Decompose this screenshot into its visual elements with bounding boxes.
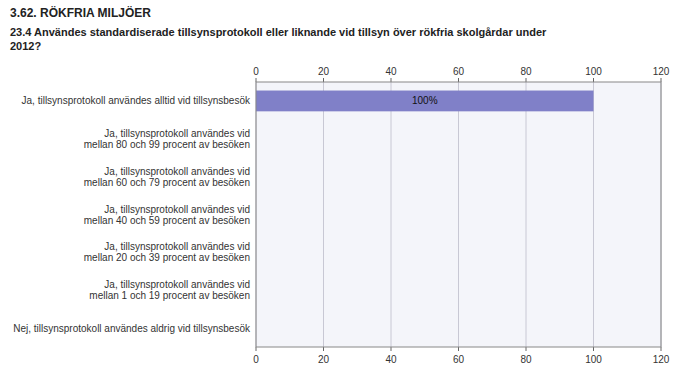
tick-mark-bottom <box>661 347 662 351</box>
x-tick-label-top: 40 <box>385 66 397 77</box>
x-tick-label-top: 60 <box>453 66 465 77</box>
grid-line <box>391 82 392 347</box>
x-tick-label-bottom: 20 <box>318 354 330 365</box>
tick-mark-top <box>661 78 662 82</box>
tick-mark-bottom <box>256 347 257 351</box>
x-tick-label-bottom: 0 <box>253 354 259 365</box>
chart-svg: 3.62. RÖKFRIA MILJÖER 23.4 Användes stand… <box>0 0 681 373</box>
data-label: 100% <box>412 95 438 106</box>
category-label-line: Ja, tillsynsprotokoll användes vid <box>104 241 250 252</box>
x-tick-label-bottom: 80 <box>520 354 532 365</box>
tick-mark-bottom <box>593 347 594 351</box>
subtitle-line: 23.4 Användes standardiserade tillsynspr… <box>10 26 547 38</box>
tick-mark-bottom <box>458 347 459 351</box>
bar <box>256 91 594 112</box>
x-tick-label-bottom: 60 <box>453 354 465 365</box>
tick-mark-top <box>391 78 392 82</box>
x-tick-label-top: 120 <box>653 66 670 77</box>
category-label-line: Ja, tillsynsprotokoll användes vid <box>104 279 250 290</box>
grid-line <box>458 82 459 347</box>
grid <box>256 82 661 347</box>
tick-mark-top <box>593 78 594 82</box>
grid-line <box>593 82 594 347</box>
category-label: Ja, tillsynsprotokoll användes vidmellan… <box>84 241 250 263</box>
tick-mark-bottom <box>323 347 324 351</box>
grid-line <box>323 82 324 347</box>
bars <box>256 91 594 112</box>
category-label-line: mellan 1 och 19 procent av besöken <box>89 290 250 301</box>
x-tick-label-top: 0 <box>253 66 259 77</box>
category-label: Ja, tillsynsprotokoll användes vidmellan… <box>84 166 250 188</box>
category-label: Ja, tillsynsprotokoll användes vidmellan… <box>84 204 250 226</box>
tick-mark-top <box>256 78 257 82</box>
category-label: Ja, tillsynsprotokoll användes vidmellan… <box>89 279 250 301</box>
category-label: Ja, tillsynsprotokoll användes alltid vi… <box>22 95 251 106</box>
category-label-line: Ja, tillsynsprotokoll användes vid <box>104 128 250 139</box>
x-tick-label-bottom: 100 <box>585 354 602 365</box>
x-tick-label-top: 100 <box>585 66 602 77</box>
tick-mark-top <box>323 78 324 82</box>
plot-frame <box>256 82 661 347</box>
category-label-line: Nej, tillsynsprotokoll användes aldrig v… <box>13 323 251 334</box>
category-label: Ja, tillsynsprotokoll användes vidmellan… <box>84 128 250 150</box>
x-tick-label-bottom: 120 <box>653 354 670 365</box>
plot-background <box>256 82 661 347</box>
x-tick-label-top: 20 <box>318 66 330 77</box>
category-label-line: mellan 60 och 79 procent av besöken <box>84 177 250 188</box>
x-tick-label-bottom: 40 <box>385 354 397 365</box>
tick-mark-bottom <box>391 347 392 351</box>
title: 3.62. RÖKFRIA MILJÖER <box>10 5 151 20</box>
category-label: Nej, tillsynsprotokoll användes aldrig v… <box>13 323 251 334</box>
grid-line <box>526 82 527 347</box>
category-label-line: Ja, tillsynsprotokoll användes vid <box>104 166 250 177</box>
category-label-line: mellan 20 och 39 procent av besöken <box>84 252 250 263</box>
tick-mark-bottom <box>526 347 527 351</box>
chart-container: 3.62. RÖKFRIA MILJÖER 23.4 Användes stand… <box>0 0 681 373</box>
x-tick-label-top: 80 <box>520 66 532 77</box>
category-label-line: Ja, tillsynsprotokoll användes alltid vi… <box>22 95 251 106</box>
category-label-line: Ja, tillsynsprotokoll användes vid <box>104 204 250 215</box>
subtitle-line: 2012? <box>10 40 41 52</box>
tick-mark-top <box>526 78 527 82</box>
category-label-line: mellan 80 och 99 procent av besöken <box>84 139 250 150</box>
subtitle: 23.4 Användes standardiserade tillsynspr… <box>10 26 547 52</box>
category-label-line: mellan 40 och 59 procent av besöken <box>84 215 250 226</box>
tick-mark-top <box>458 78 459 82</box>
